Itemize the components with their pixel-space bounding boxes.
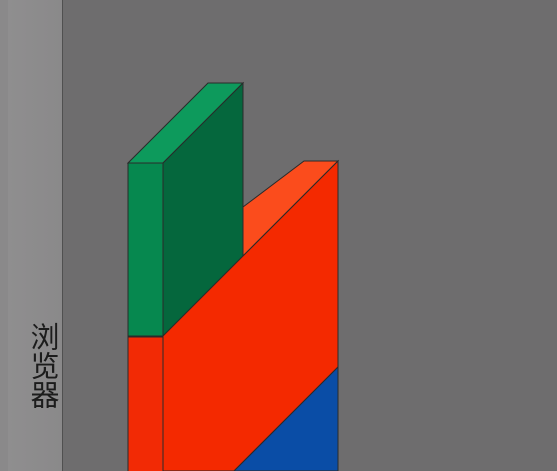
browser-label: 浏览器 <box>26 322 60 409</box>
green-layer-front-face <box>127 162 164 337</box>
browser-side-panel: 浏览器 <box>8 0 63 471</box>
blue-layer <box>233 365 339 471</box>
red-layer-front-face <box>127 336 164 471</box>
window-edge <box>0 0 8 471</box>
red-layer <box>127 159 340 471</box>
blue-layer-side-face <box>233 365 339 471</box>
